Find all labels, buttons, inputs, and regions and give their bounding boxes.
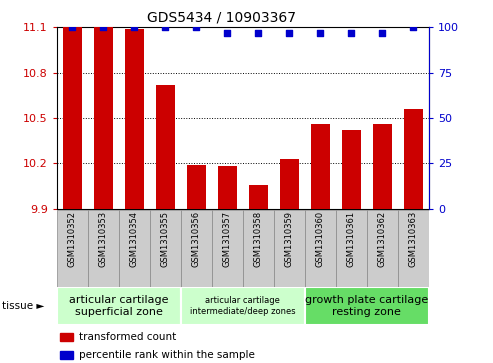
Point	[379, 30, 387, 36]
Text: GSM1310356: GSM1310356	[192, 211, 201, 267]
Bar	[57, 210, 88, 287]
Bar	[249, 184, 268, 209]
Bar	[373, 124, 391, 209]
Text: GSM1310357: GSM1310357	[223, 211, 232, 267]
Text: articular cartilage
intermediate/deep zones: articular cartilage intermediate/deep zo…	[190, 296, 296, 315]
Text: GSM1310363: GSM1310363	[409, 211, 418, 268]
Bar	[156, 85, 175, 209]
Text: GSM1310359: GSM1310359	[285, 211, 294, 267]
Point	[130, 24, 138, 30]
Bar	[125, 29, 143, 209]
Bar	[404, 109, 423, 209]
Text: GSM1310355: GSM1310355	[161, 211, 170, 267]
Text: percentile rank within the sample: percentile rank within the sample	[79, 350, 255, 360]
Bar	[243, 210, 274, 287]
Bar	[150, 210, 181, 287]
Bar	[280, 159, 299, 209]
Bar	[311, 124, 330, 209]
Text: growth plate cartilage
resting zone: growth plate cartilage resting zone	[305, 295, 428, 317]
Text: GSM1310352: GSM1310352	[68, 211, 77, 267]
Text: articular cartilage
superficial zone: articular cartilage superficial zone	[69, 295, 169, 317]
Point	[68, 24, 76, 30]
Text: tissue ►: tissue ►	[2, 301, 45, 311]
Text: GDS5434 / 10903367: GDS5434 / 10903367	[147, 11, 296, 25]
Point	[223, 30, 231, 36]
Bar	[181, 210, 212, 287]
Bar	[342, 130, 361, 209]
Bar	[305, 210, 336, 287]
Text: GSM1310360: GSM1310360	[316, 211, 325, 267]
Text: GSM1310358: GSM1310358	[254, 211, 263, 267]
Bar	[94, 27, 112, 209]
Bar	[88, 210, 119, 287]
Bar	[181, 287, 305, 325]
Point	[410, 24, 418, 30]
Text: GSM1310353: GSM1310353	[99, 211, 108, 267]
Bar	[336, 210, 367, 287]
Point	[348, 30, 355, 36]
Bar	[212, 210, 243, 287]
Bar	[274, 210, 305, 287]
Bar	[61, 333, 73, 341]
Bar	[61, 351, 73, 359]
Bar	[119, 210, 150, 287]
Bar	[218, 166, 237, 209]
Text: GSM1310362: GSM1310362	[378, 211, 387, 267]
Point	[317, 30, 324, 36]
Point	[254, 30, 262, 36]
Point	[161, 24, 169, 30]
Bar	[305, 287, 429, 325]
Text: transformed count: transformed count	[79, 332, 176, 342]
Bar	[398, 210, 429, 287]
Text: GSM1310354: GSM1310354	[130, 211, 139, 267]
Point	[99, 24, 107, 30]
Bar	[63, 27, 81, 209]
Bar	[367, 210, 398, 287]
Text: GSM1310361: GSM1310361	[347, 211, 356, 267]
Point	[285, 30, 293, 36]
Bar	[187, 165, 206, 209]
Point	[192, 24, 200, 30]
Bar	[57, 287, 181, 325]
